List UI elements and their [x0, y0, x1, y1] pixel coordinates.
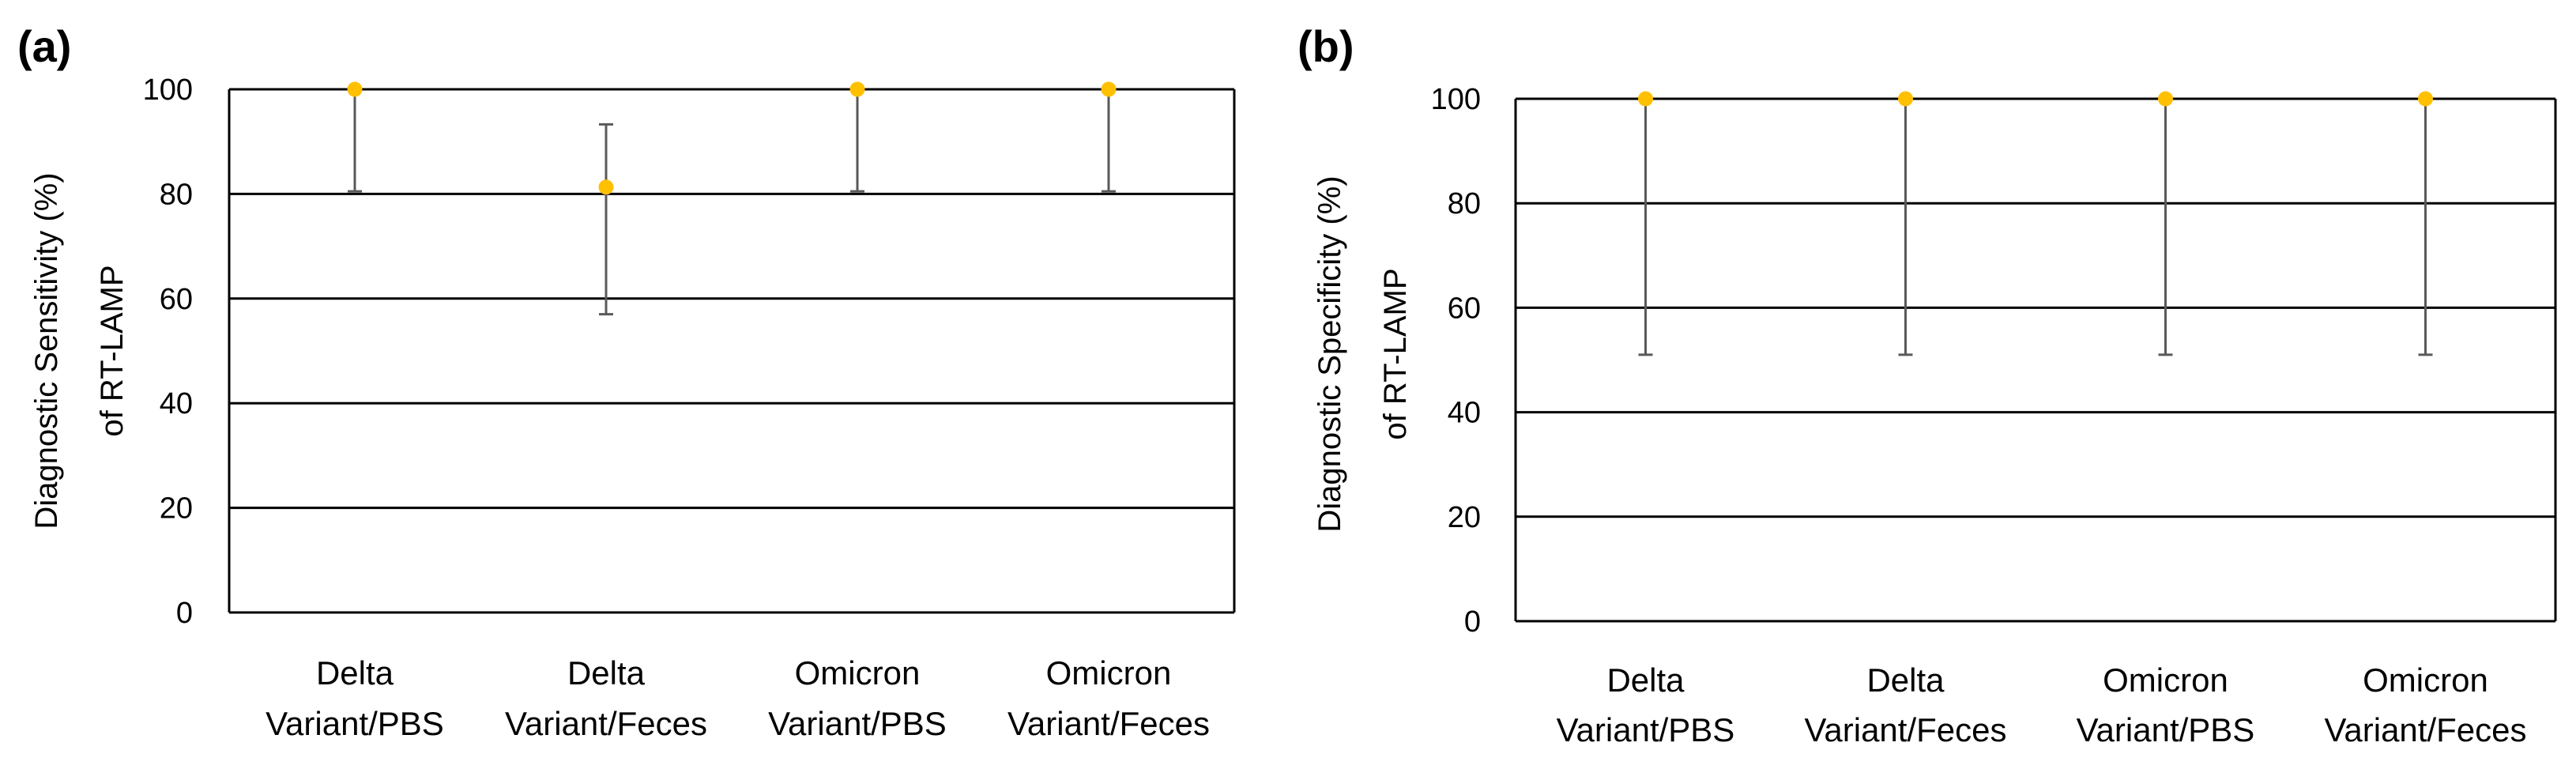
y-axis-label-line-1: Diagnostic Specificity (%) — [1312, 175, 1347, 532]
y-tick-label-20: 20 — [160, 492, 193, 526]
y-tick-label-80: 80 — [160, 178, 193, 211]
data-point-4 — [1101, 81, 1117, 97]
category-label-2-line-1: Delta — [567, 654, 646, 692]
category-label-2-line-1: Delta — [1866, 661, 1945, 699]
y-axis-label-line-1: Diagnostic Sensitivity (%) — [29, 172, 64, 529]
category-label-2-line-2: Variant/Feces — [1805, 711, 2007, 748]
chart-panel-b: (b) 0 20 40 60 80 100 Diagnostic Specificity (%… — [1288, 0, 2576, 765]
y-tick-label-20: 20 — [1448, 501, 1481, 534]
y-axis-label-line-2: of RT-LAMP — [95, 265, 130, 436]
data-point-1 — [347, 81, 363, 97]
y-tick-label-80: 80 — [1448, 187, 1481, 220]
category-label-4-line-2: Variant/Feces — [1007, 705, 1210, 742]
data-point-4 — [2418, 91, 2433, 107]
category-label-2-line-2: Variant/Feces — [505, 705, 707, 742]
y-tick-label-0: 0 — [1464, 605, 1481, 639]
category-label-1-line-2: Variant/PBS — [266, 705, 444, 742]
y-tick-label-0: 0 — [176, 597, 193, 630]
data-point-1 — [1638, 91, 1653, 107]
category-label-3-line-1: Omicron — [2103, 661, 2228, 699]
category-label-1-line-1: Delta — [1606, 661, 1685, 699]
category-label-1-line-2: Variant/PBS — [1557, 711, 1735, 748]
panel-label-a: (a) — [17, 21, 71, 71]
category-label-1-line-1: Delta — [316, 654, 394, 692]
category-label-4-line-1: Omicron — [2363, 661, 2488, 699]
data-point-3 — [2158, 91, 2173, 107]
data-point-2 — [598, 179, 614, 195]
panel-label-b: (b) — [1297, 21, 1354, 71]
data-point-2 — [1898, 91, 1913, 107]
category-label-4-line-1: Omicron — [1046, 654, 1172, 692]
category-label-3-line-2: Variant/PBS — [2077, 711, 2255, 748]
category-label-4-line-2: Variant/Feces — [2325, 711, 2527, 748]
y-axis-label-line-2: of RT-LAMP — [1378, 268, 1413, 439]
chart-panel-a: (a) 0 20 40 60 80 100 Diagnostic Sensitivity (%… — [17, 21, 1236, 742]
data-point-3 — [849, 81, 865, 97]
category-label-3-line-1: Omicron — [795, 654, 921, 692]
category-label-3-line-2: Variant/PBS — [768, 705, 947, 742]
chart-b-svg: (b) 0 20 40 60 80 100 Diagnostic Specificity (%… — [1297, 21, 2557, 748]
y-tick-label-100: 100 — [143, 73, 193, 107]
y-tick-label-40: 40 — [160, 387, 193, 420]
y-tick-label-60: 60 — [160, 283, 193, 316]
y-tick-label-100: 100 — [1431, 83, 1481, 116]
chart-a-svg: (a) 0 20 40 60 80 100 Diagnostic Sensitivity (%… — [17, 21, 1236, 742]
y-tick-label-60: 60 — [1448, 292, 1481, 325]
y-tick-label-40: 40 — [1448, 397, 1481, 430]
